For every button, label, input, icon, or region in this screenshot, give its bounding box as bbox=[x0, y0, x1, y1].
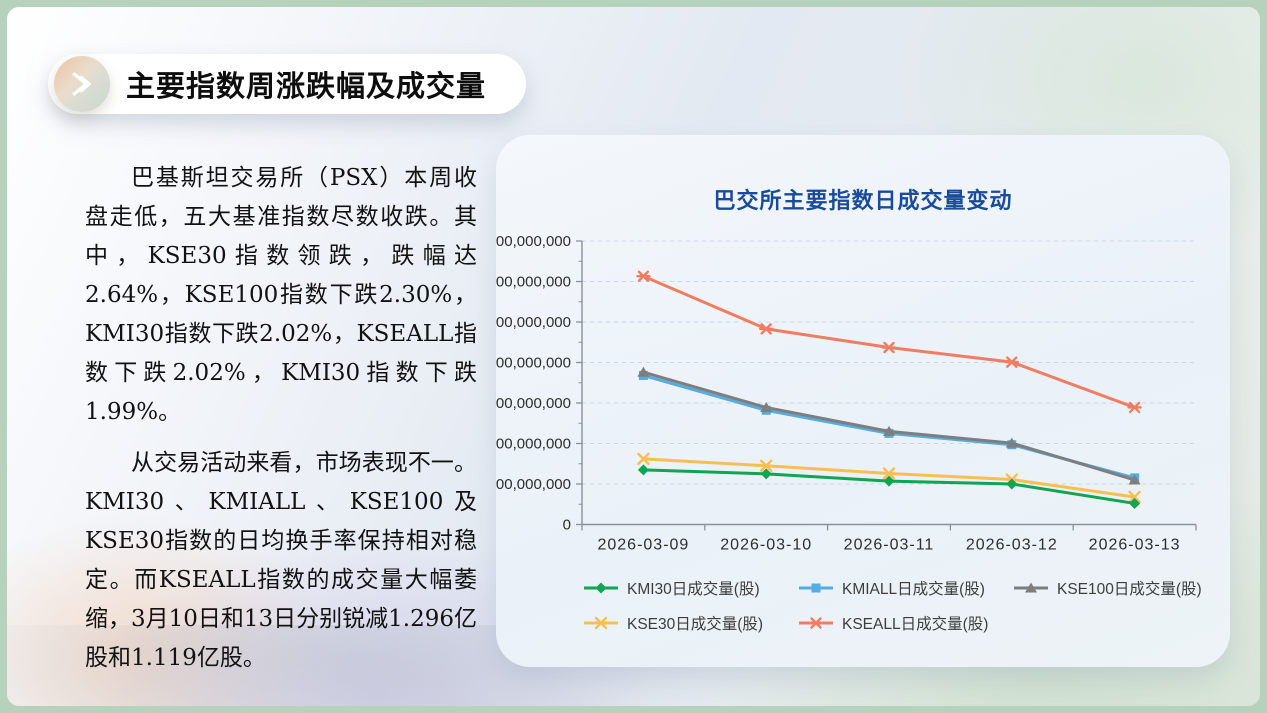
slide: 主要指数周涨跌幅及成交量 巴基斯坦交易所（PSX）本周收盘走低，五大基准指数尽数… bbox=[7, 7, 1260, 706]
chevron-right-icon bbox=[54, 56, 110, 112]
chart-title: 巴交所主要指数日成交量变动 bbox=[713, 189, 1013, 214]
svg-text:0: 0 bbox=[563, 517, 571, 534]
series-KMI30日成交量(股) bbox=[637, 464, 1141, 509]
svg-text:300,000,000: 300,000,000 bbox=[496, 395, 571, 412]
legend-item: KMI30日成交量(股) bbox=[582, 577, 797, 599]
svg-text:200,000,000: 200,000,000 bbox=[496, 436, 571, 453]
svg-text:2026-03-12: 2026-03-12 bbox=[966, 537, 1058, 554]
paragraph-trading-activity: 从交易活动来看，市场表现不一。KMI30、KMIALL、KSE100及KSE30… bbox=[85, 450, 478, 671]
svg-text:100,000,000: 100,000,000 bbox=[496, 476, 571, 493]
svg-text:500,000,000: 500,000,000 bbox=[496, 314, 571, 331]
legend-item: KSEALL日成交量(股) bbox=[797, 612, 1012, 634]
legend-label: KSEALL日成交量(股) bbox=[842, 616, 989, 633]
svg-text:700,000,000: 700,000,000 bbox=[496, 233, 571, 250]
chart-legend: KMI30日成交量(股) KMIALL日成交量(股) KSE100日成交量(股) KS… bbox=[582, 577, 1202, 634]
summary-text: 巴基斯坦交易所（PSX）本周收盘走低，五大基准指数尽数收跌。其中，KSE30指数… bbox=[85, 159, 477, 690]
legend-marker-icon bbox=[584, 582, 618, 594]
svg-text:2026-03-10: 2026-03-10 bbox=[720, 537, 812, 554]
series-KSEALL日成交量(股) bbox=[636, 270, 1142, 414]
svg-text:2026-03-13: 2026-03-13 bbox=[1089, 537, 1181, 554]
header-title-bar: 主要指数周涨跌幅及成交量 bbox=[48, 54, 527, 114]
legend-label: KMI30日成交量(股) bbox=[627, 581, 760, 598]
svg-text:600,000,000: 600,000,000 bbox=[496, 274, 571, 291]
paragraph-index-declines: 巴基斯坦交易所（PSX）本周收盘走低，五大基准指数尽数收跌。其中，KSE30指数… bbox=[85, 165, 477, 425]
svg-text:400,000,000: 400,000,000 bbox=[496, 355, 571, 372]
legend-marker-icon bbox=[799, 583, 833, 593]
legend-marker-icon bbox=[584, 616, 618, 630]
svg-text:2026-03-09: 2026-03-09 bbox=[597, 537, 689, 554]
legend-marker-icon bbox=[799, 617, 833, 629]
volume-chart-card: 巴交所主要指数日成交量变动 0 100,000,000 200,000,000 300… bbox=[496, 135, 1230, 667]
legend-item: KSE100日成交量(股) bbox=[1012, 577, 1202, 599]
legend-label: KSE30日成交量(股) bbox=[627, 616, 764, 633]
svg-text:2026-03-11: 2026-03-11 bbox=[844, 537, 935, 554]
legend-label: KMIALL日成交量(股) bbox=[842, 581, 985, 598]
legend-item: KSE30日成交量(股) bbox=[582, 612, 797, 634]
legend-label: KSE100日成交量(股) bbox=[1057, 581, 1202, 598]
legend-marker-icon bbox=[1014, 582, 1048, 593]
series-KSE100日成交量(股) bbox=[637, 366, 1141, 485]
page-title: 主要指数周涨跌幅及成交量 bbox=[126, 69, 487, 103]
volume-line-chart: 0 100,000,000 200,000,000 300,000,000 400,00… bbox=[496, 233, 1197, 554]
legend-item: KMIALL日成交量(股) bbox=[797, 577, 1012, 599]
